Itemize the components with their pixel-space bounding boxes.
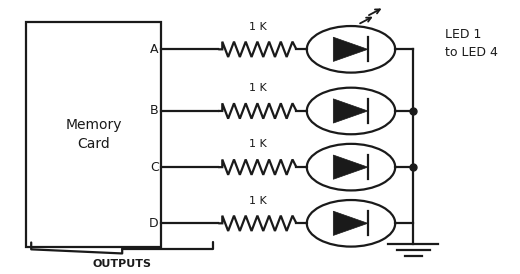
Text: 1 K: 1 K: [249, 196, 266, 206]
Polygon shape: [333, 99, 368, 123]
Polygon shape: [333, 211, 368, 235]
Text: 1 K: 1 K: [249, 22, 266, 32]
Bar: [26, 22, 161, 247]
Text: D: D: [149, 217, 159, 230]
Text: 1 K: 1 K: [249, 83, 266, 93]
Text: B: B: [150, 104, 159, 118]
Text: Memory
Card: Memory Card: [66, 118, 122, 151]
Polygon shape: [333, 37, 368, 61]
Polygon shape: [333, 155, 368, 179]
Text: C: C: [150, 161, 159, 174]
Text: 1 K: 1 K: [249, 139, 266, 149]
Text: LED 1
to LED 4: LED 1 to LED 4: [445, 28, 498, 59]
Text: OUTPUTS: OUTPUTS: [93, 259, 152, 269]
Text: A: A: [150, 43, 159, 56]
